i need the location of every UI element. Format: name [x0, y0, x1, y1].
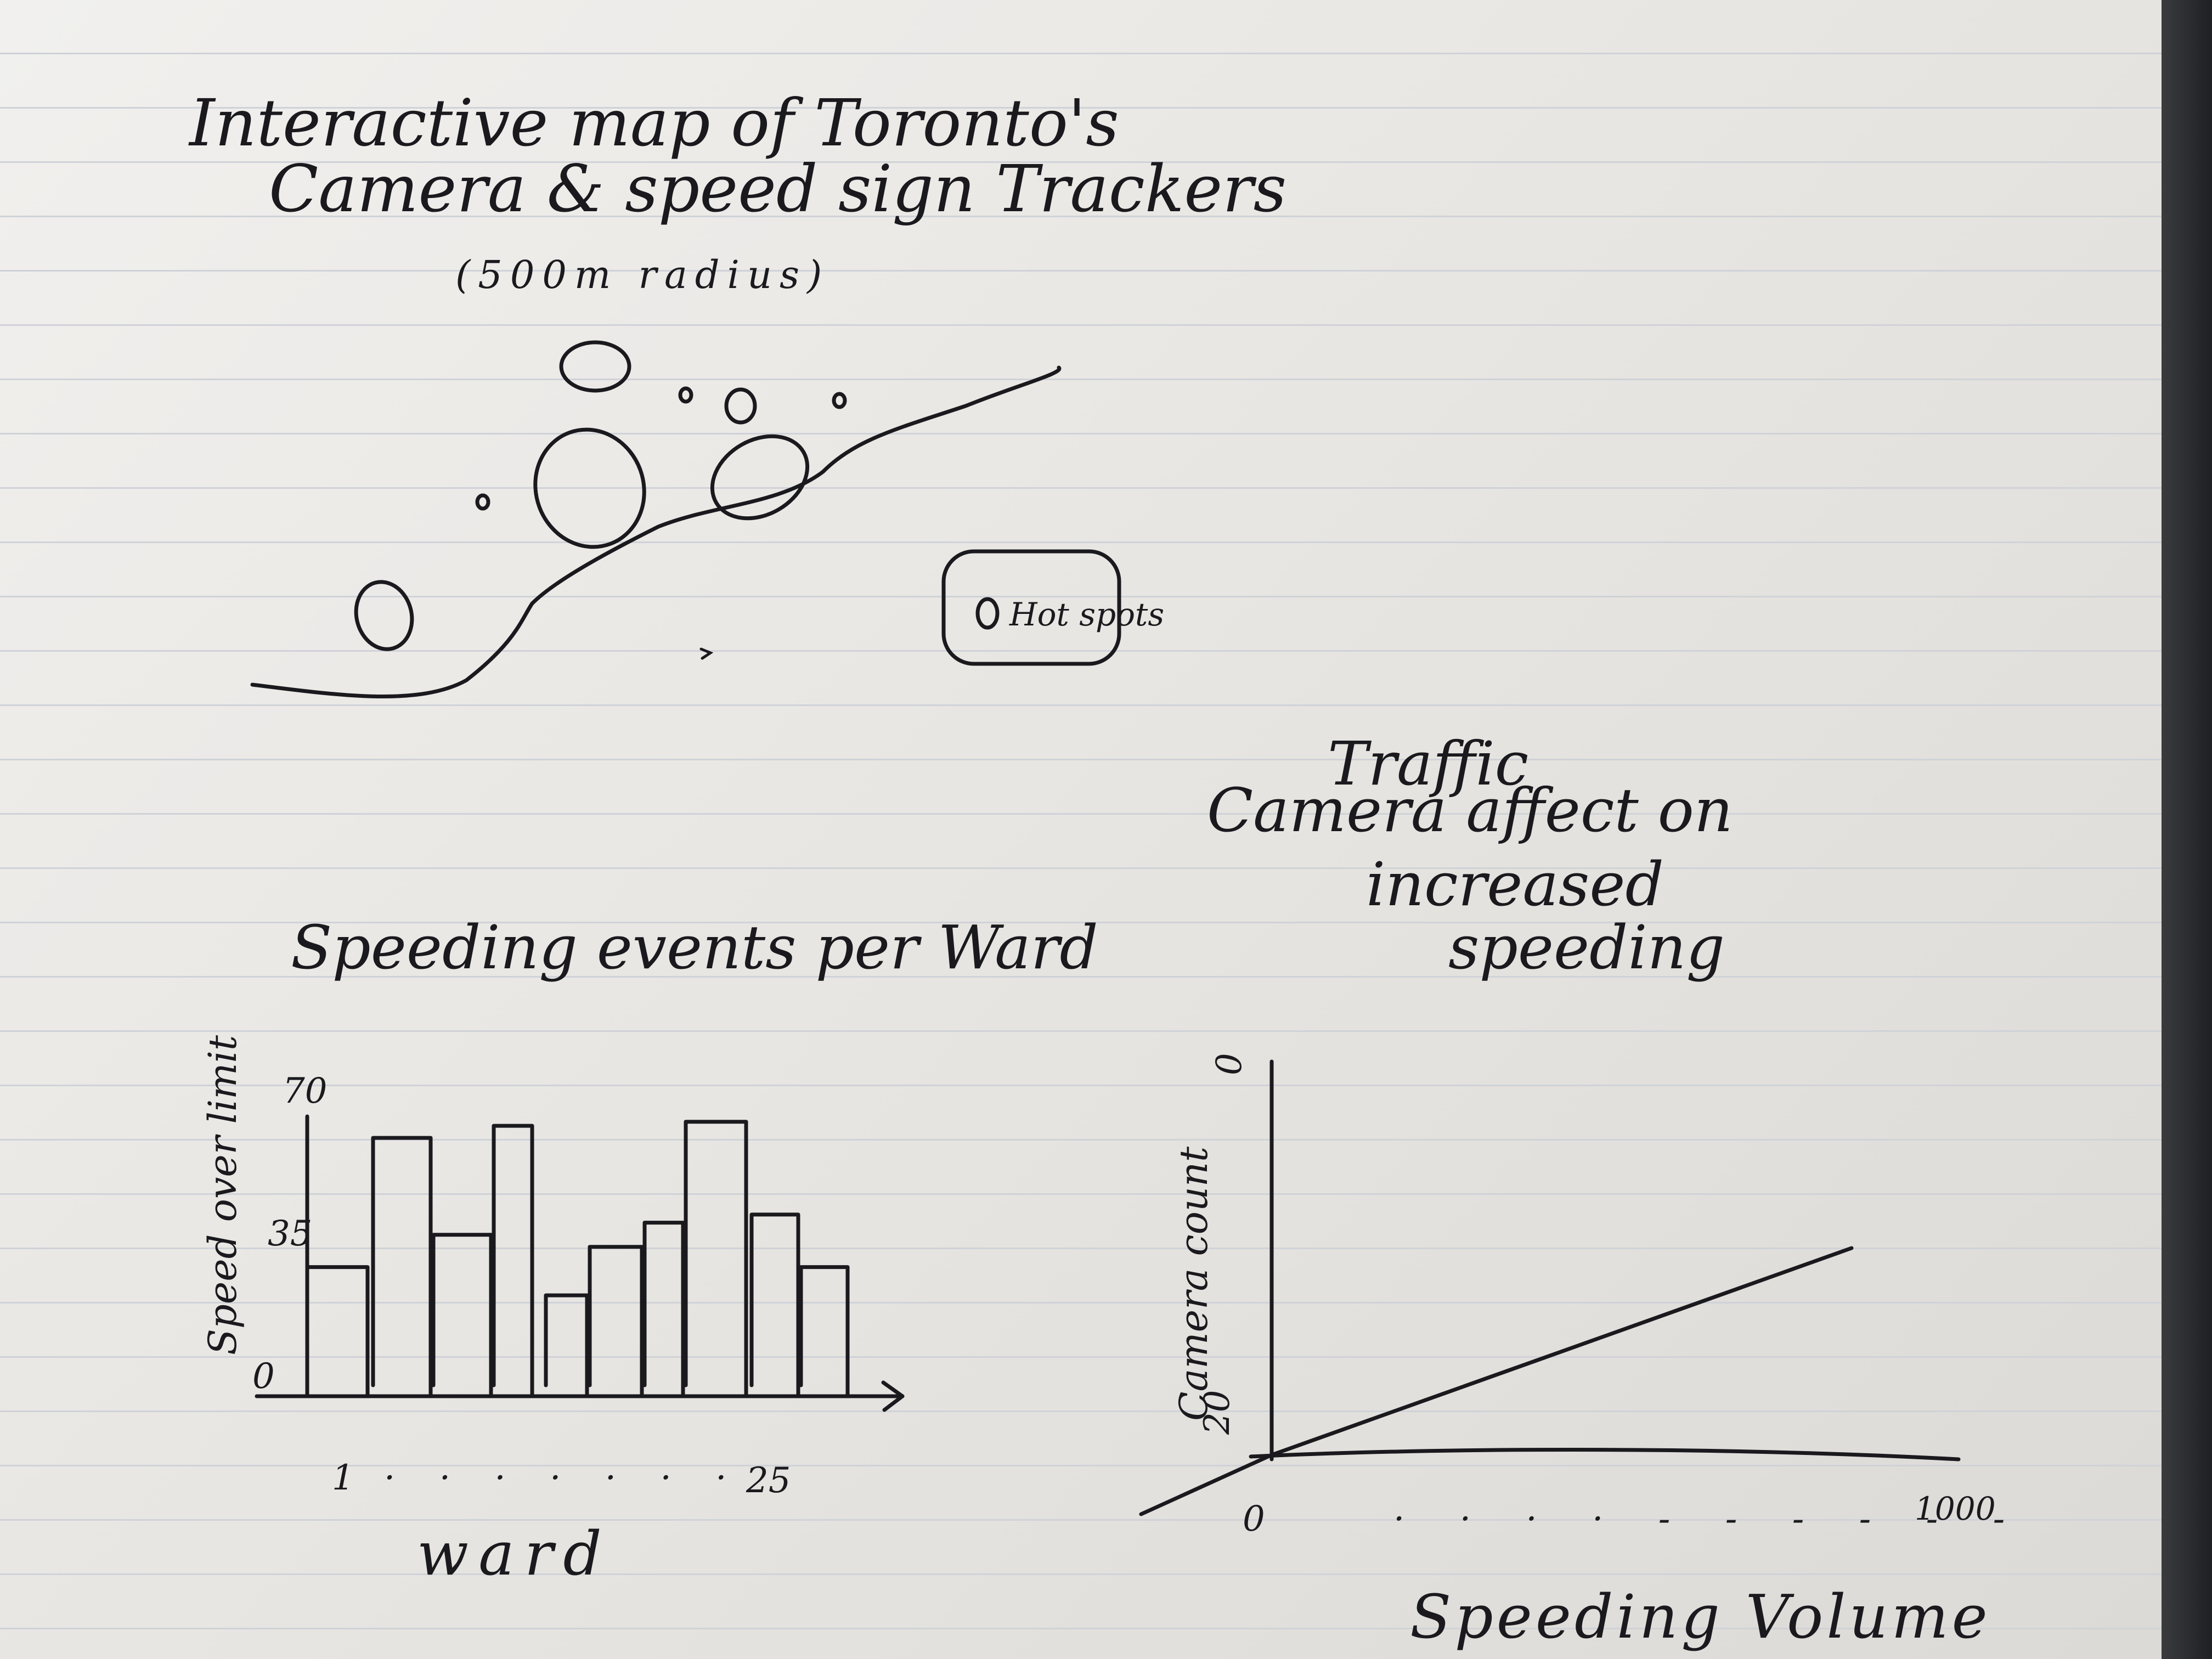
line-x-tick-0: 0	[1243, 1499, 1265, 1539]
hotspot-circle	[710, 434, 810, 521]
legend-box	[941, 549, 1121, 666]
legend-circle-icon	[975, 597, 1000, 630]
bar-x-tick-last: 25	[746, 1460, 791, 1501]
hotspot-circle	[533, 427, 646, 549]
bar-chart-x-arrow	[881, 1380, 905, 1412]
bar-chart: Speeding events per Ward Speed over limi…	[200, 912, 1098, 1589]
line-chart-x-axis	[1249, 1448, 1961, 1462]
map-title-line3: (500m radius)	[455, 252, 830, 297]
map-legend: Hot spots	[941, 549, 1164, 666]
bar	[684, 1120, 748, 1398]
bar	[799, 1265, 850, 1398]
shoreline	[250, 365, 1062, 698]
line-y-tick-0: 0	[1209, 1053, 1250, 1075]
bar-y-tick-35: 35	[268, 1214, 312, 1254]
hotspot-circle	[354, 580, 414, 651]
line-chart: Traffic Camera affect on increased speeding…	[1139, 729, 2027, 1652]
map-title-line1: Interactive map of Toronto's	[188, 85, 1119, 161]
bar	[305, 1265, 370, 1398]
line-y-tick-20: 20	[1197, 1390, 1238, 1435]
bar-x-tick-first: 1	[332, 1458, 354, 1498]
bar-chart-xlabel: ward	[417, 1519, 612, 1589]
line-x-tick-1000: 1000	[1915, 1490, 1996, 1527]
desk-background	[2162, 0, 2212, 1659]
bar-chart-ylabel: Speed over limit	[200, 1035, 245, 1355]
stray-mark	[699, 647, 714, 660]
map-title-line2: Camera & speed sign Trackers	[269, 151, 1286, 227]
bar-chart-title: Speeding events per Ward	[291, 912, 1098, 983]
bar	[371, 1136, 433, 1398]
bar	[749, 1212, 800, 1398]
map-sketch: Interactive map of Toronto's Camera & sp…	[188, 85, 1286, 698]
bar	[492, 1124, 534, 1398]
line-x-tick-dots: · · · · - - - - - -	[1393, 1499, 2027, 1539]
trend-line	[1139, 1246, 1854, 1516]
line-chart-xlabel: Speeding Volume	[1410, 1582, 1991, 1652]
hotspot-group	[354, 340, 847, 651]
bar	[588, 1245, 644, 1398]
hotspot-circle	[678, 386, 693, 404]
hotspot-circle	[475, 493, 490, 511]
bar-series	[305, 1120, 850, 1398]
bar-y-tick-0: 0	[252, 1356, 275, 1397]
bar-y-tick-70: 70	[283, 1071, 327, 1111]
legend-label: Hot spots	[1009, 596, 1164, 633]
bar	[431, 1233, 493, 1398]
bar-x-tick-dots: · · · · · · ·	[384, 1458, 743, 1498]
bar	[544, 1293, 589, 1398]
hotspot-circle	[559, 340, 631, 393]
bar	[642, 1221, 685, 1398]
hotspot-circle	[832, 392, 847, 409]
notebook-page	[0, 0, 2162, 1659]
hotspot-circle	[724, 387, 757, 425]
line-chart-title: Traffic Camera affect on increased speeding	[1207, 729, 1733, 983]
line-chart-ylabel: Camera count	[1171, 1146, 1216, 1421]
